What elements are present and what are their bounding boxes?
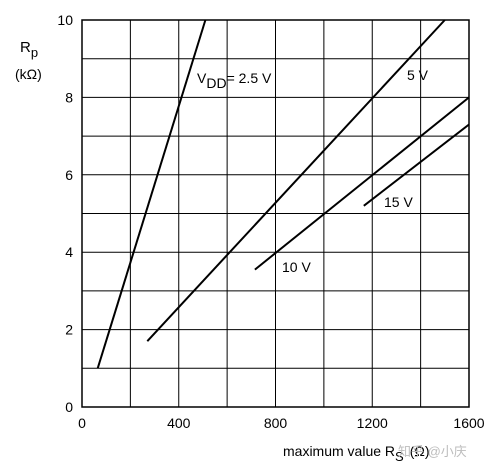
y-tick-label: 10: [57, 12, 73, 28]
y-tick-label: 4: [65, 244, 73, 260]
series-line-5v: [146, 19, 446, 342]
x-tick-label: 1600: [453, 415, 484, 431]
x-tick-label: 0: [78, 415, 86, 431]
y-axis-unit: (kΩ): [15, 66, 42, 82]
series-group: [96, 19, 470, 369]
y-axis-label: Rp: [20, 39, 38, 60]
x-tick-label: 400: [167, 415, 191, 431]
y-tick-label: 6: [65, 167, 73, 183]
y-tick-label: 0: [65, 399, 73, 415]
series-line-vdd-2-5v: [96, 19, 207, 369]
y-tick-label: 2: [65, 322, 73, 338]
series-line-15v: [363, 123, 470, 207]
y-tick-label: 8: [65, 89, 73, 105]
series-label-10v: 10 V: [282, 259, 311, 275]
watermark: 知乎 @小庆: [398, 444, 467, 459]
tick-labels: 0 400 800 1200 1600 0 2 4 6 8 10: [57, 12, 484, 431]
x-axis-label: maximum value RS (Ω): [283, 443, 430, 464]
x-tick-label: 1200: [357, 415, 388, 431]
series-line-10v: [254, 96, 470, 271]
series-label-vdd-2-5v: VDD= 2.5 V: [197, 70, 272, 91]
x-tick-label: 800: [264, 415, 288, 431]
plot-frame: [81, 19, 470, 408]
series-label-5v: 5 V: [407, 67, 429, 83]
series-label-15v: 15 V: [384, 194, 413, 210]
